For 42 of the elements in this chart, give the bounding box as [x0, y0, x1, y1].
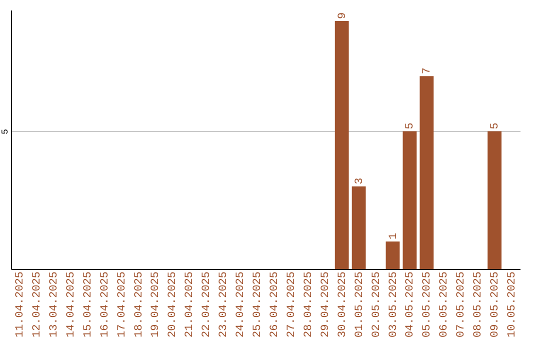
x-tick-label: 24.04.2025	[235, 272, 248, 338]
bar	[352, 186, 366, 269]
x-tick-label: 21.04.2025	[184, 272, 196, 338]
data-label: 1	[388, 232, 400, 240]
x-tick-label: 07.05.2025	[456, 272, 468, 338]
x-tick-label: 16.04.2025	[99, 272, 112, 338]
x-tick-label: 20.04.2025	[167, 272, 180, 338]
x-tick-label: 12.04.2025	[31, 272, 44, 338]
x-tick-label: 08.05.2025	[472, 272, 485, 338]
x-tick-label: 30.04.2025	[336, 272, 349, 338]
x-tick-label: 14.04.2025	[65, 272, 78, 338]
x-tick-label: 09.05.2025	[490, 272, 502, 338]
x-tick-label: 28.04.2025	[302, 272, 315, 338]
bar	[402, 131, 417, 269]
x-tick-label: 02.05.2025	[370, 272, 383, 338]
x-tick-label: 04.05.2025	[404, 272, 417, 338]
data-label: 9	[336, 12, 349, 20]
data-label: 3	[354, 178, 366, 184]
bar	[420, 76, 434, 269]
x-tick-label: 17.04.2025	[116, 272, 128, 338]
x-tick-label: 13.04.2025	[48, 272, 60, 338]
bar	[334, 21, 349, 269]
x-tick-label: 18.04.2025	[133, 272, 146, 338]
x-tick-label: 19.04.2025	[150, 272, 162, 338]
x-tick-label: 26.04.2025	[268, 272, 281, 338]
x-tick-label: 15.04.2025	[82, 272, 94, 338]
data-label: 7	[422, 68, 434, 74]
x-tick-label: 27.04.2025	[286, 272, 298, 338]
x-tick-label: 29.04.2025	[320, 272, 332, 338]
x-tick-label: 03.05.2025	[388, 272, 400, 338]
x-tick-label: 11.04.2025	[14, 272, 26, 338]
x-tick-label: 25.04.2025	[252, 272, 264, 338]
data-label: 5	[490, 122, 502, 130]
bar	[386, 241, 400, 269]
data-label: 5	[404, 122, 417, 130]
x-tick-label: 06.05.2025	[438, 272, 451, 338]
bar	[488, 131, 502, 269]
x-tick-label: 01.05.2025	[354, 272, 366, 338]
x-tick-label: 10.05.2025	[506, 272, 519, 338]
x-tick-label: 05.05.2025	[422, 272, 434, 338]
x-tick-label: 22.04.2025	[201, 272, 214, 338]
x-tick-label: 23.04.2025	[218, 272, 230, 338]
